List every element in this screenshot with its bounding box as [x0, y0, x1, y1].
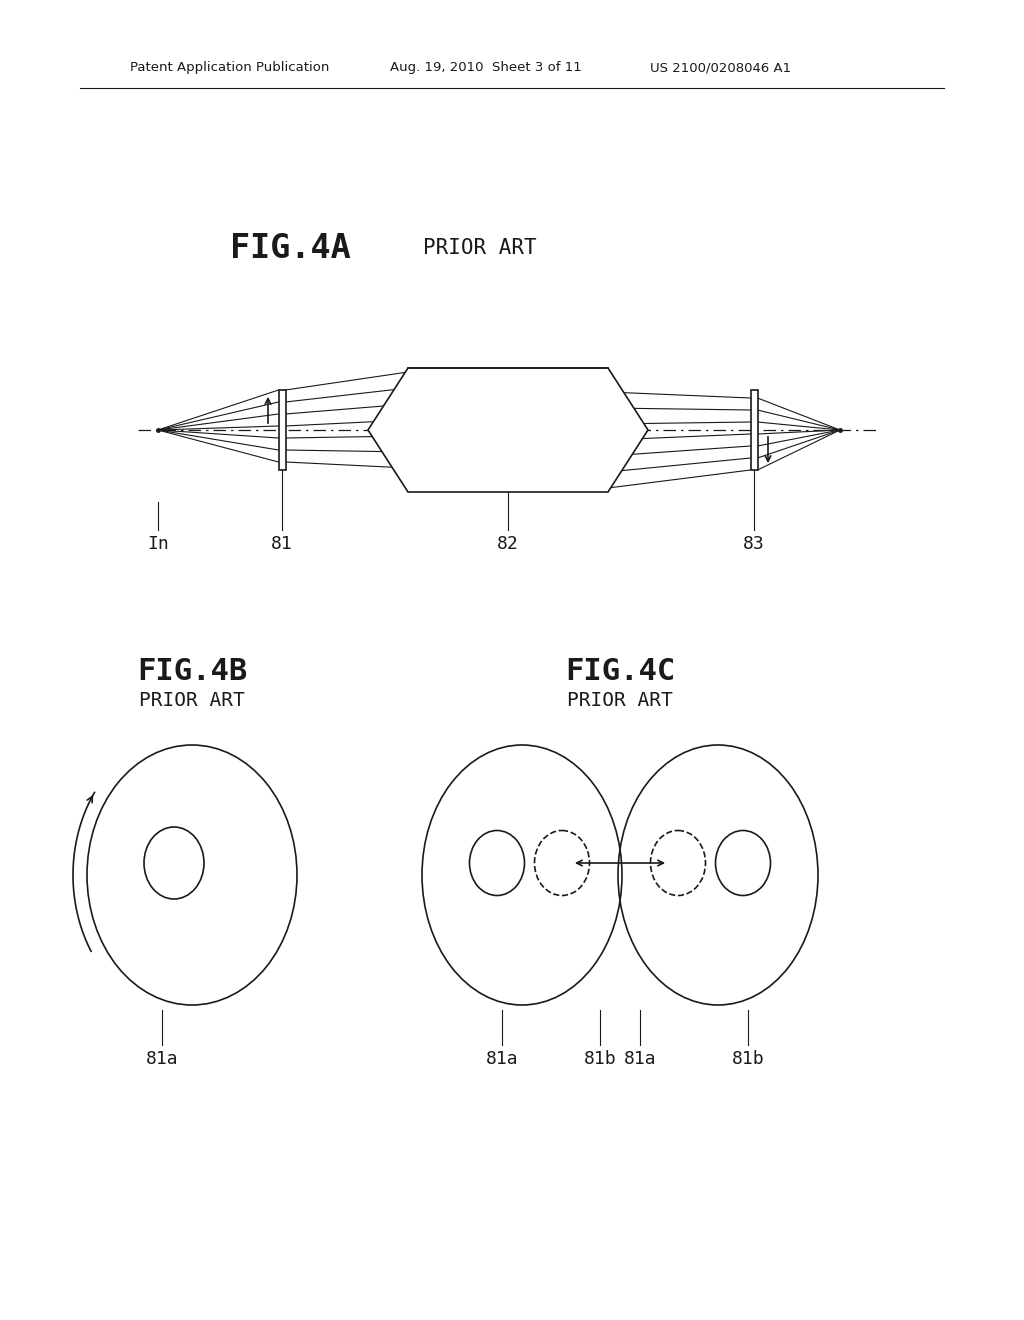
- Text: 81a: 81a: [624, 1049, 656, 1068]
- Text: 81: 81: [271, 535, 293, 553]
- Text: PRIOR ART: PRIOR ART: [567, 690, 673, 710]
- Bar: [279, 389, 286, 470]
- Text: 81b: 81b: [732, 1049, 764, 1068]
- Text: PRIOR ART: PRIOR ART: [423, 238, 537, 257]
- Text: 83: 83: [743, 535, 765, 553]
- Text: 81a: 81a: [485, 1049, 518, 1068]
- Text: 82: 82: [497, 535, 519, 553]
- Text: PRIOR ART: PRIOR ART: [139, 690, 245, 710]
- Text: FIG.4B: FIG.4B: [137, 657, 247, 686]
- Text: 81b: 81b: [584, 1049, 616, 1068]
- Text: FIG.4C: FIG.4C: [565, 657, 675, 686]
- Polygon shape: [368, 368, 648, 492]
- Text: 81a: 81a: [145, 1049, 178, 1068]
- Text: US 2100/0208046 A1: US 2100/0208046 A1: [650, 62, 792, 74]
- Text: FIG.4A: FIG.4A: [229, 231, 350, 264]
- Text: Aug. 19, 2010  Sheet 3 of 11: Aug. 19, 2010 Sheet 3 of 11: [390, 62, 582, 74]
- Text: Patent Application Publication: Patent Application Publication: [130, 62, 330, 74]
- Bar: [751, 389, 758, 470]
- Text: In: In: [147, 535, 169, 553]
